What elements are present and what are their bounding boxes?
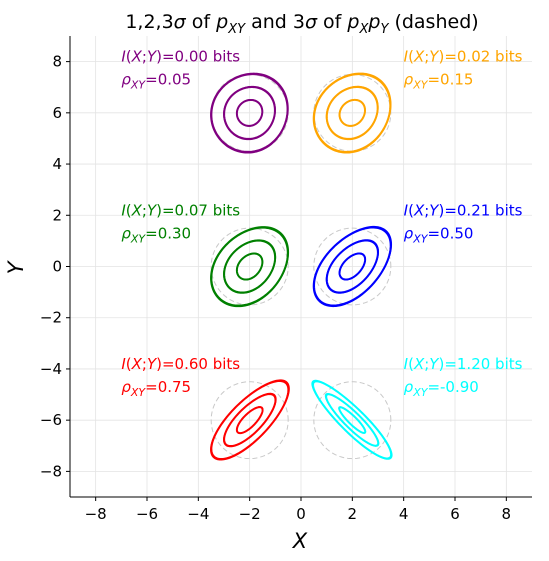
x-tick-label: 0 — [296, 505, 306, 523]
joint-contour-outer-2-1 — [236, 252, 264, 281]
y-tick-label: −4 — [40, 360, 62, 378]
y-tick-label: 6 — [52, 104, 62, 122]
product-contour-5 — [313, 381, 392, 460]
joint-contour-outer-3-3 — [312, 225, 393, 308]
rho-label-0: ρXY=0.05 — [121, 71, 191, 92]
joint-contour-outer-1-2 — [325, 85, 379, 141]
x-tick-label: 6 — [450, 505, 460, 523]
x-tick-label: 2 — [348, 505, 358, 523]
y-tick-label: −2 — [40, 309, 62, 327]
rho-label-2: ρXY=0.30 — [121, 224, 191, 245]
mi-label-2: I(X;Y)=0.07 bits — [121, 201, 240, 219]
y-tick-label: 2 — [52, 206, 62, 224]
annotations: I(X;Y)=0.00 bits ρXY=0.05 I(X;Y)=0.02 bits… — [121, 48, 522, 399]
joint-contour-outer-5-3 — [311, 379, 393, 460]
x-axis-label: X — [292, 529, 308, 553]
mi-label-4: I(X;Y)=0.60 bits — [121, 355, 240, 373]
x-tick-label: −2 — [239, 505, 261, 523]
x-tick-label: −4 — [187, 505, 209, 523]
x-tick-label: 8 — [502, 505, 512, 523]
joint-contour-outer-4-1 — [236, 406, 264, 435]
chart-title: 1,2,3σ of pXY and 3σ of pXpY (dashed) — [125, 11, 478, 37]
rho-label-5: ρXY=-0.90 — [404, 378, 479, 399]
y-tick-label: −6 — [40, 411, 62, 429]
joint-contour-outer-4-3 — [210, 379, 290, 461]
joint-contour-outer-3-2 — [325, 239, 379, 294]
y-tick-label: −8 — [40, 462, 62, 480]
y-tick-label: 0 — [52, 258, 62, 276]
ticks: −8 −6 −4 −2 0 2 4 6 8 −8 −6 −4 −2 0 2 4 6 8 — [40, 53, 511, 523]
y-tick-label: 8 — [52, 53, 62, 71]
product-contour-3 — [313, 227, 392, 306]
joint-contour-outer-5-2 — [324, 393, 380, 447]
mi-label-3: I(X;Y)=0.21 bits — [404, 201, 523, 219]
joint-contours — [210, 72, 393, 461]
joint-contour-outer-2-3 — [210, 226, 290, 308]
joint-contour-outer-0-1 — [236, 99, 264, 127]
joint-contour-outer-5-1 — [338, 406, 367, 434]
product-contour-2 — [210, 227, 289, 306]
rho-label-1: ρXY=0.15 — [404, 71, 474, 92]
joint-contour-outer-4-2 — [223, 392, 277, 448]
x-tick-label: −6 — [136, 505, 158, 523]
rho-label-4: ρXY=0.75 — [121, 378, 191, 399]
product-contour-4 — [210, 381, 289, 460]
joint-contour-outer-0-2 — [223, 85, 276, 141]
product-contours — [210, 73, 392, 460]
mi-label-5: I(X;Y)=1.20 bits — [404, 355, 523, 373]
x-tick-label: −8 — [85, 505, 107, 523]
joint-contour-outer-2-2 — [223, 239, 277, 294]
mi-label-0: I(X;Y)=0.00 bits — [121, 48, 240, 66]
x-tick-label: 4 — [399, 505, 409, 523]
joint-contour-outer-1-3 — [312, 72, 392, 154]
y-axis-label: Y — [4, 259, 28, 274]
grid — [70, 36, 532, 497]
y-tick-label: 4 — [52, 155, 62, 173]
joint-contour-outer-1-1 — [338, 99, 366, 127]
rho-label-3: ρXY=0.50 — [404, 224, 474, 245]
mi-label-1: I(X;Y)=0.02 bits — [404, 48, 523, 66]
joint-contour-outer-3-1 — [338, 252, 366, 281]
joint-contour-outer-0-3 — [210, 72, 289, 154]
